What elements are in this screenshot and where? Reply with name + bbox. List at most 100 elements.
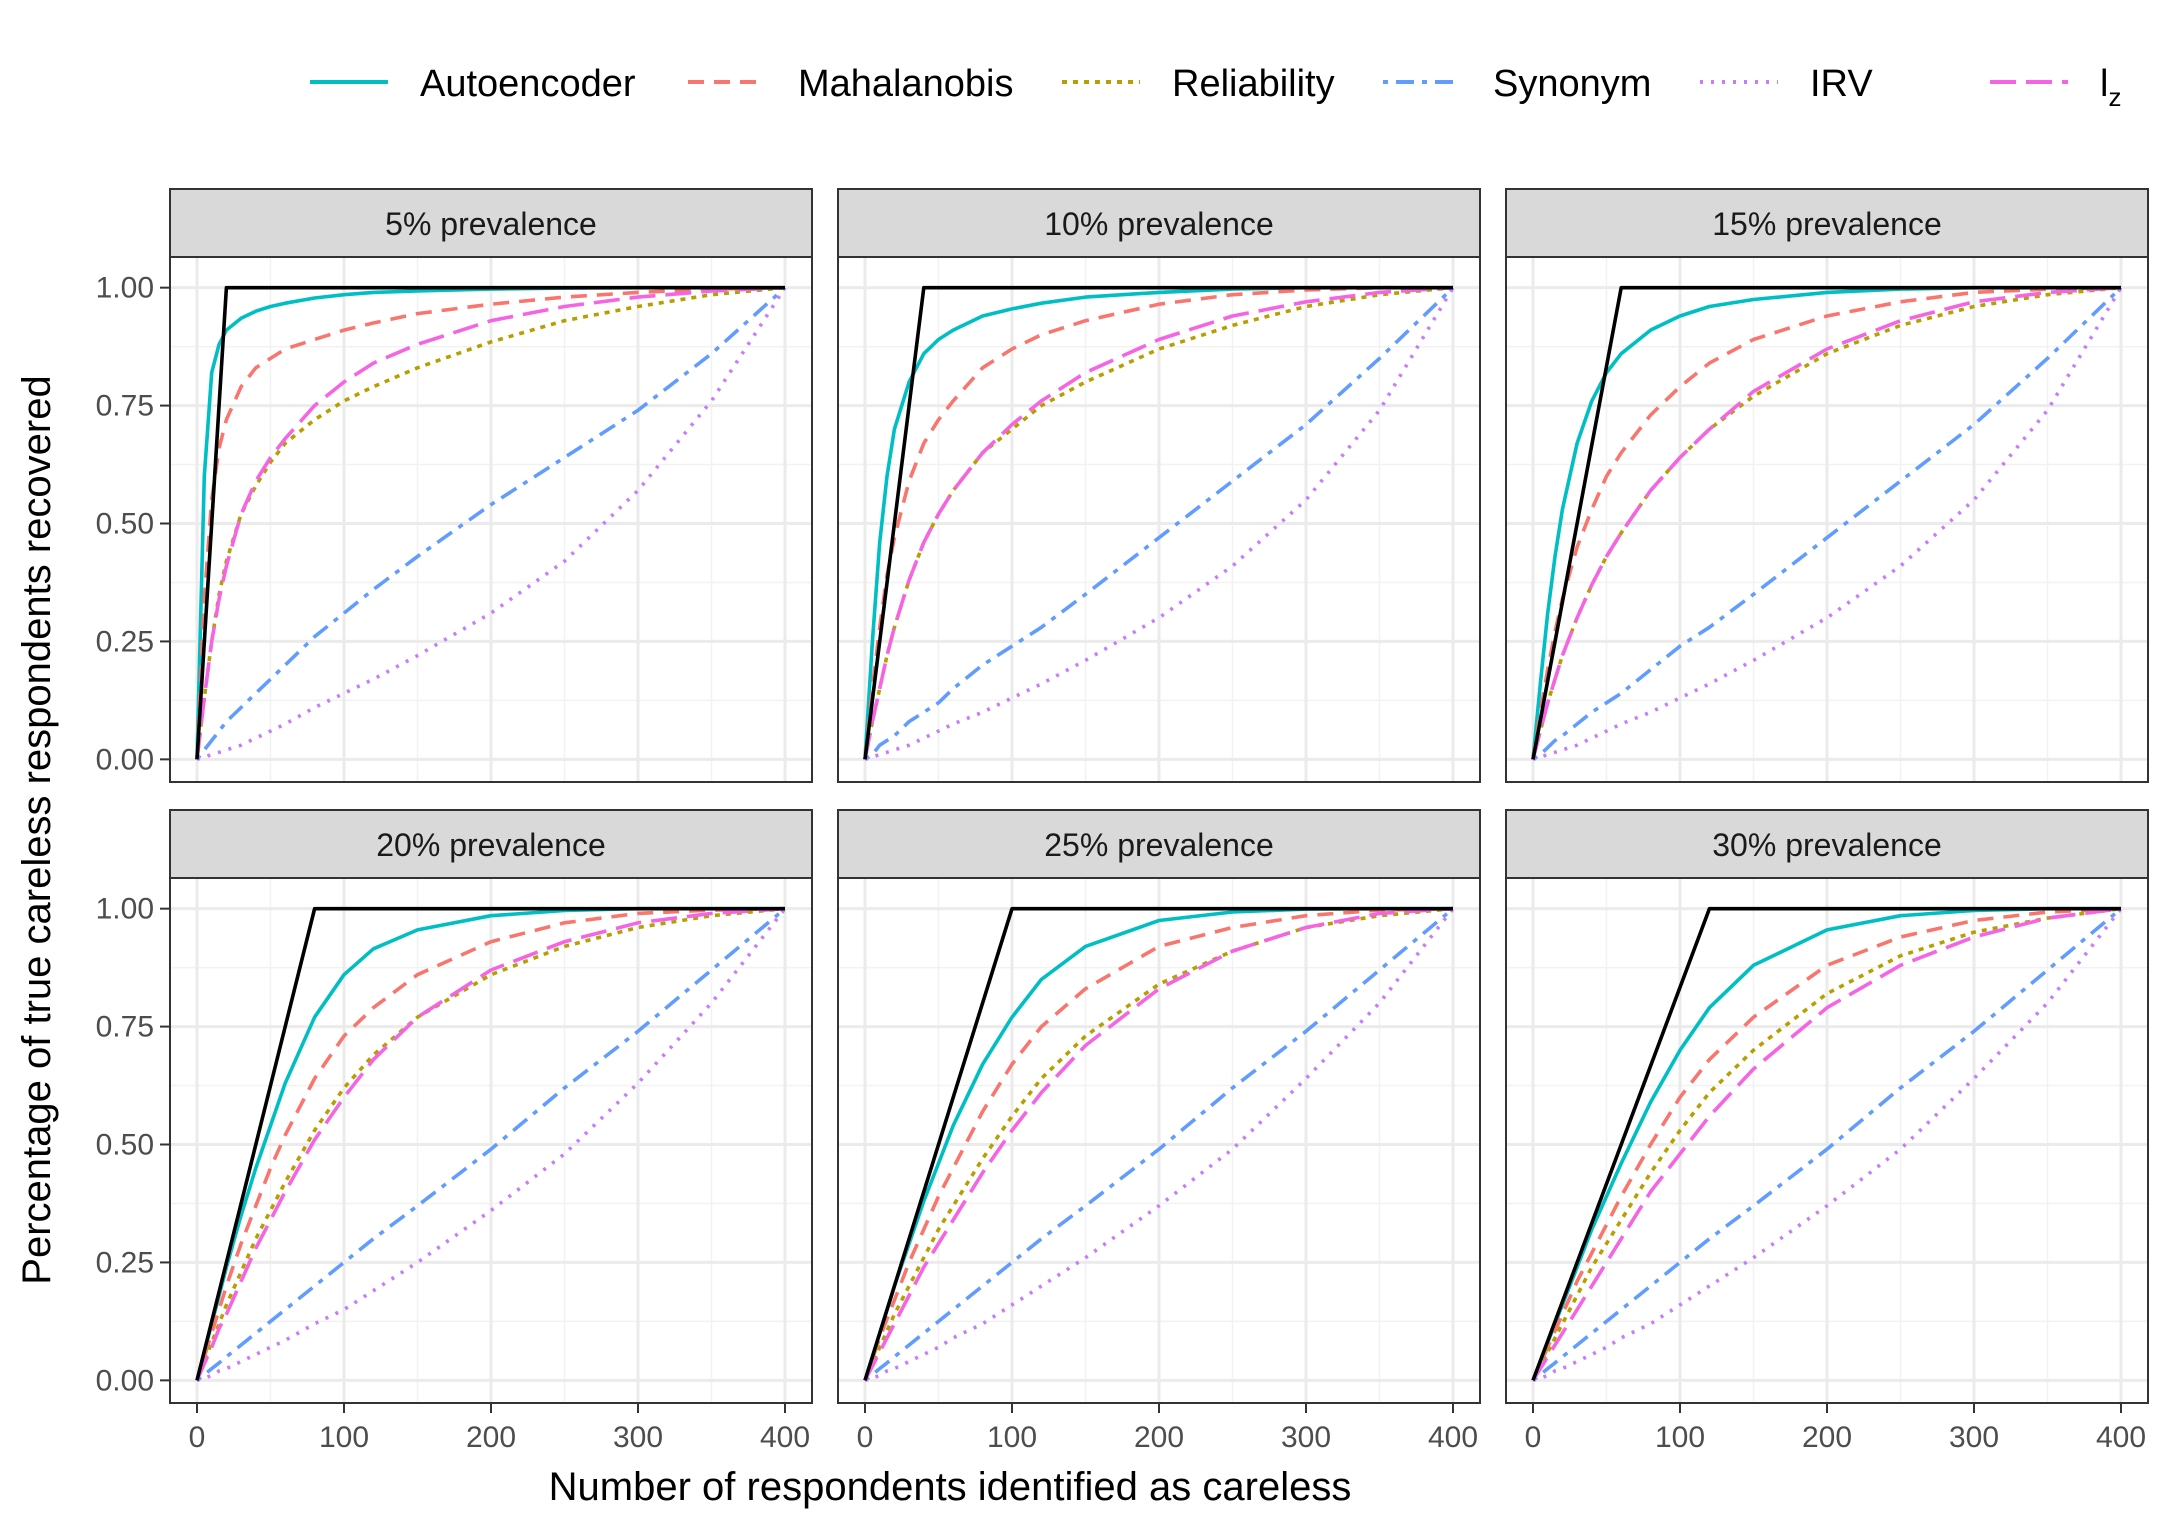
series-line-synonym bbox=[195, 286, 787, 761]
legend-label: lz bbox=[2100, 63, 2121, 112]
series-line-reliability bbox=[195, 906, 786, 1382]
series-line-synonym bbox=[1531, 907, 2123, 1382]
x-axis-label: Number of respondents identified as care… bbox=[549, 1465, 1352, 1509]
y-tick-label: 0.25 bbox=[96, 625, 154, 658]
legend-item: IRV bbox=[1700, 63, 1873, 105]
y-axis-label: Percentage of true careless respondents … bbox=[15, 375, 59, 1284]
series-line-mahalanobis bbox=[863, 285, 1453, 760]
legend-item: Autoencoder bbox=[310, 63, 636, 105]
facet-title: 30% prevalence bbox=[1712, 827, 1941, 863]
facet-strip bbox=[169, 188, 813, 258]
facet-panel: 20% prevalence 0.00 0.25 0.50 0.75 1.00 0 100 20… bbox=[96, 809, 813, 1454]
legend-label-text: Autoencoder bbox=[420, 63, 636, 105]
x-tick-label: 100 bbox=[987, 1421, 1037, 1454]
x-tick-label: 400 bbox=[1428, 1421, 1478, 1454]
series-line-synonym bbox=[863, 907, 1455, 1382]
series-line-lz bbox=[1531, 285, 2122, 760]
legend-label-text: Mahalanobis bbox=[798, 63, 1013, 105]
oracle-line bbox=[1531, 906, 2121, 1382]
series-line-irv bbox=[864, 286, 1455, 762]
facet-strip bbox=[1505, 188, 2149, 258]
legend-label-text: IRV bbox=[1810, 63, 1873, 105]
legend-label: Mahalanobis bbox=[798, 63, 1013, 105]
legend-label-text: Reliability bbox=[1172, 63, 1335, 105]
facet-panel: 5% prevalence 0.00 0.25 0.50 0.75 1.00 bbox=[96, 188, 813, 783]
facet-strip bbox=[837, 809, 1481, 879]
x-tick-label: 100 bbox=[1655, 1421, 1705, 1454]
legend-label: Autoencoder bbox=[420, 63, 636, 105]
y-tick-label: 0.50 bbox=[96, 508, 154, 541]
series-line-irv bbox=[1532, 907, 2123, 1383]
facet-panel: 30% prevalence 0 100 200 300 400 bbox=[1505, 809, 2149, 1454]
series-line-lz bbox=[863, 285, 1454, 760]
y-tick-label: 0.75 bbox=[96, 390, 154, 423]
x-tick-label: 0 bbox=[1525, 1421, 1542, 1454]
x-tick-label: 200 bbox=[1134, 1421, 1184, 1454]
oracle-line bbox=[863, 906, 1453, 1381]
legend-label: Reliability bbox=[1172, 63, 1335, 105]
facet-title: 15% prevalence bbox=[1712, 206, 1941, 242]
oracle-line bbox=[1531, 285, 2121, 760]
facet-strip bbox=[169, 809, 813, 879]
facet-strip bbox=[837, 188, 1481, 258]
x-tick-label: 100 bbox=[319, 1421, 369, 1454]
facet-panels: 5% prevalence 0.00 0.25 0.50 0.75 1.00 10% pre… bbox=[96, 188, 2149, 1454]
x-tick-label: 300 bbox=[1281, 1421, 1331, 1454]
series-line-reliability bbox=[1531, 906, 2122, 1382]
x-tick-label: 400 bbox=[760, 1421, 810, 1454]
facet-panel: 25% prevalence 0 100 200 300 400 bbox=[837, 809, 1481, 1454]
series-line-irv bbox=[1532, 286, 2123, 762]
legend-label-subscript: z bbox=[2108, 82, 2121, 112]
oracle-line bbox=[195, 285, 785, 760]
facet-panel: 10% prevalence bbox=[837, 188, 1481, 783]
x-tick-label: 400 bbox=[2096, 1421, 2146, 1454]
series-line-mahalanobis bbox=[863, 906, 1454, 1381]
series-line-lz bbox=[195, 285, 786, 760]
series-line-mahalanobis bbox=[195, 906, 786, 1381]
x-tick-label: 200 bbox=[466, 1421, 516, 1454]
series-line-mahalanobis bbox=[1531, 906, 2122, 1382]
legend-label-text: Synonym bbox=[1493, 63, 1651, 105]
facet-panel: 15% prevalence bbox=[1505, 188, 2149, 783]
facet-title: 5% prevalence bbox=[385, 206, 597, 242]
y-tick-label: 1.00 bbox=[96, 272, 154, 305]
y-tick-label: 1.00 bbox=[96, 893, 154, 926]
series-line-irv bbox=[196, 907, 787, 1383]
series-line-synonym bbox=[1532, 286, 2123, 761]
x-tick-label: 0 bbox=[857, 1421, 874, 1454]
panel-border bbox=[1505, 256, 2149, 783]
x-tick-label: 300 bbox=[613, 1421, 663, 1454]
facet-title: 20% prevalence bbox=[376, 827, 605, 863]
series-line-synonym bbox=[195, 907, 787, 1382]
facet-strip bbox=[1505, 809, 2149, 879]
legend-label: IRV bbox=[1810, 63, 1873, 105]
series-line-mahalanobis bbox=[1531, 285, 2122, 760]
series-line-mahalanobis bbox=[195, 285, 786, 760]
y-tick-label: 0.00 bbox=[96, 1364, 154, 1397]
series-line-irv bbox=[196, 286, 787, 762]
series-line-irv bbox=[864, 907, 1455, 1383]
legend: Autoencoder Mahalanobis Reliability Synonym… bbox=[310, 63, 2121, 112]
series-line-lz bbox=[195, 906, 786, 1382]
facet-title: 10% prevalence bbox=[1044, 206, 1273, 242]
legend-item: Synonym bbox=[1383, 63, 1651, 105]
y-tick-label: 0.00 bbox=[96, 743, 154, 776]
panel-border bbox=[837, 256, 1481, 783]
legend-label-text: l bbox=[2100, 63, 2108, 105]
series-line-lz bbox=[1531, 906, 2122, 1382]
x-tick-label: 0 bbox=[189, 1421, 206, 1454]
legend-item: Reliability bbox=[1062, 63, 1335, 105]
legend-label: Synonym bbox=[1493, 63, 1651, 105]
legend-item: lz bbox=[1990, 63, 2121, 112]
legend-item: Mahalanobis bbox=[688, 63, 1013, 105]
series-line-lz bbox=[863, 906, 1454, 1382]
facet-title: 25% prevalence bbox=[1044, 827, 1273, 863]
series-line-synonym bbox=[864, 286, 1455, 761]
oracle-line bbox=[195, 906, 785, 1381]
panel-border bbox=[169, 256, 813, 783]
y-tick-label: 0.50 bbox=[96, 1129, 154, 1162]
y-tick-label: 0.75 bbox=[96, 1011, 154, 1044]
x-tick-label: 300 bbox=[1949, 1421, 1999, 1454]
y-tick-label: 0.25 bbox=[96, 1246, 154, 1279]
oracle-line bbox=[863, 285, 1453, 760]
